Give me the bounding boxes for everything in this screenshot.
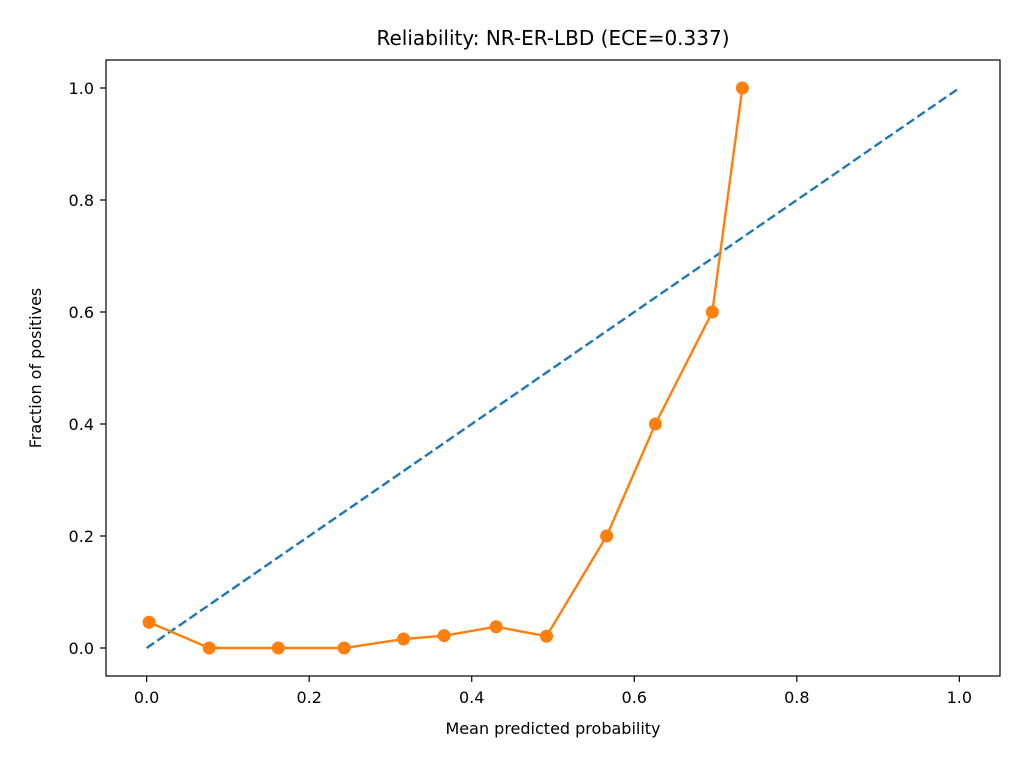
y-tick-label: 0.0 <box>69 639 94 658</box>
y-axis-label: Fraction of positives <box>26 288 45 449</box>
calibration-point <box>489 620 503 634</box>
axis-ticks: 0.0 0.2 0.4 0.6 0.8 1.0 0.0 0.2 0.4 0.6 0.8 1.0 <box>69 79 973 707</box>
y-tick-label: 1.0 <box>69 79 94 98</box>
diagonal-reference-line <box>145 87 961 649</box>
calibration-point <box>600 529 614 543</box>
calibration-point <box>271 641 285 655</box>
x-axis-label: Mean predicted probability <box>445 719 660 738</box>
x-tick-label: 0.8 <box>784 688 809 707</box>
calibration-point <box>396 632 410 646</box>
plot-area <box>142 81 961 655</box>
calibration-point <box>540 629 553 643</box>
calibration-point <box>437 629 451 643</box>
x-tick-label: 0.6 <box>622 688 647 707</box>
x-tick-label: 0.2 <box>296 688 321 707</box>
calibration-curve-line <box>148 87 744 650</box>
y-tick-label: 0.2 <box>69 527 94 546</box>
x-tick-label: 1.0 <box>947 688 972 707</box>
calibration-point <box>202 641 216 655</box>
calibration-point <box>735 81 749 95</box>
calibration-point <box>337 641 351 655</box>
calibration-point <box>142 615 156 629</box>
chart-title: Reliability: NR-ER-LBD (ECE=0.337) <box>376 26 729 50</box>
y-tick-label: 0.4 <box>69 415 94 434</box>
plot-frame <box>105 59 1001 677</box>
calibration-point <box>648 417 662 431</box>
calibration-point <box>705 305 719 319</box>
y-tick-label: 0.6 <box>69 303 94 322</box>
x-tick-label: 0.4 <box>459 688 484 707</box>
y-tick-label: 0.8 <box>69 191 94 210</box>
x-tick-label: 0.0 <box>134 688 159 707</box>
